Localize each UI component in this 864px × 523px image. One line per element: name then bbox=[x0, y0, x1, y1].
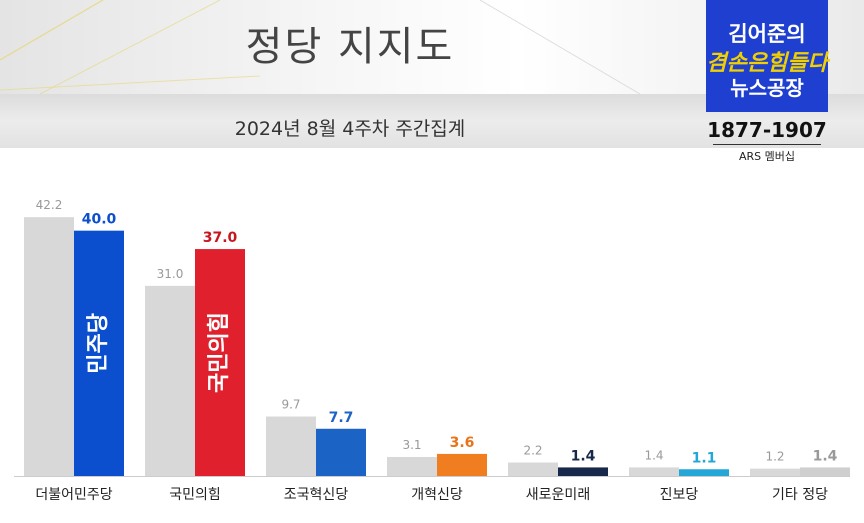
value-label-prev-4: 2.2 bbox=[523, 444, 542, 458]
value-label-current-2: 7.7 bbox=[329, 410, 354, 426]
phone-underline bbox=[713, 144, 821, 145]
logo-line-1: 김어준의 bbox=[728, 22, 806, 46]
value-label-current-5: 1.1 bbox=[692, 450, 717, 466]
value-label-current-6: 1.4 bbox=[813, 448, 838, 464]
value-label-prev-2: 9.7 bbox=[281, 398, 300, 412]
bar-prev-4 bbox=[508, 462, 558, 476]
category-label-6: 기타 정당 bbox=[772, 487, 828, 503]
decorative-lines bbox=[0, 0, 641, 94]
value-label-prev-5: 1.4 bbox=[644, 448, 663, 462]
value-label-prev-3: 3.1 bbox=[402, 438, 421, 452]
value-label-current-1: 37.0 bbox=[203, 230, 238, 246]
category-label-0: 더불어민주당 bbox=[35, 487, 112, 503]
bar-prev-3 bbox=[387, 456, 437, 476]
bar-current-0 bbox=[74, 230, 124, 476]
bar-current-2 bbox=[316, 428, 366, 476]
page-title: 정당 지지도 bbox=[245, 24, 455, 70]
logo-line-2: 겸손은힘들다 bbox=[706, 51, 828, 76]
value-label-prev-1: 31.0 bbox=[157, 267, 184, 281]
bar-prev-2 bbox=[266, 416, 316, 476]
value-label-prev-6: 1.2 bbox=[765, 450, 784, 464]
ars-phone-number: 1877-1907 bbox=[707, 118, 827, 142]
ars-caption: ARS 멤버십 bbox=[738, 150, 795, 163]
bar-prev-1 bbox=[145, 285, 195, 476]
bar-current-5 bbox=[679, 469, 729, 476]
page-subtitle: 2024년 8월 4주차 주간집계 bbox=[234, 118, 466, 140]
bar-prev-0 bbox=[24, 217, 74, 476]
category-label-1: 국민의힘 bbox=[169, 487, 221, 503]
value-label-current-4: 1.4 bbox=[571, 448, 596, 464]
logo-line-3: 뉴스공장 bbox=[730, 76, 804, 100]
bar-party-mark-1: 국민의힘 bbox=[207, 312, 232, 393]
bar-current-1 bbox=[195, 249, 245, 476]
category-label-5: 진보당 bbox=[660, 487, 699, 503]
category-label-4: 새로운미래 bbox=[526, 487, 590, 503]
bar-current-6 bbox=[800, 467, 850, 476]
bar-party-mark-0: 민주당 bbox=[86, 313, 111, 374]
value-label-prev-0: 42.2 bbox=[36, 198, 63, 212]
bar-current-4 bbox=[558, 467, 608, 476]
bar-prev-5 bbox=[629, 467, 679, 476]
value-label-current-3: 3.6 bbox=[450, 435, 475, 451]
category-label-3: 개혁신당 bbox=[411, 487, 463, 503]
category-label-2: 조국혁신당 bbox=[284, 487, 349, 503]
value-label-current-0: 40.0 bbox=[82, 212, 117, 228]
bar-current-3 bbox=[437, 453, 487, 476]
program-logo: 김어준의 겸손은힘들다 뉴스공장 bbox=[706, 0, 828, 112]
bar-prev-6 bbox=[750, 468, 800, 476]
